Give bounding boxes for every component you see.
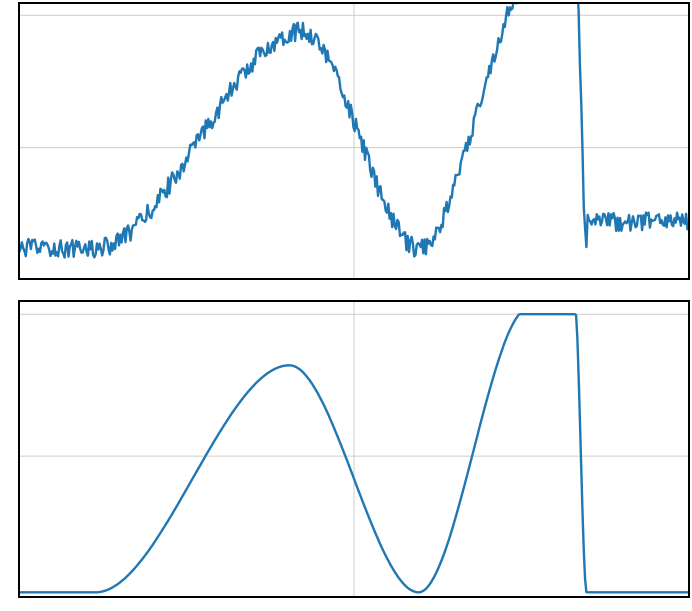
chart-svg-top	[18, 2, 690, 280]
figure	[0, 0, 692, 611]
chart-panel-bottom	[18, 300, 690, 598]
chart-panel-top	[18, 2, 690, 280]
chart-svg-bottom	[18, 300, 690, 598]
